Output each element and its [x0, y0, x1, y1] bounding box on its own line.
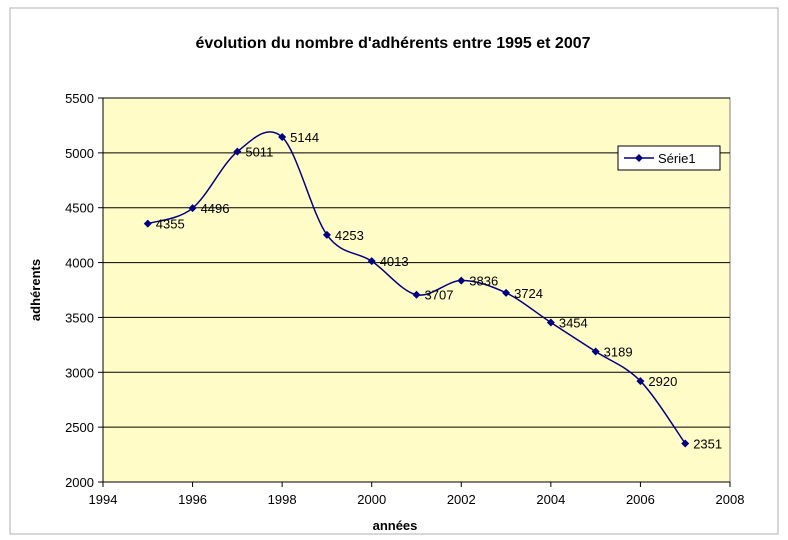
data-point	[233, 147, 242, 156]
x-tick-label: 2008	[716, 492, 745, 507]
data-point	[322, 230, 331, 239]
data-label: 2920	[648, 374, 677, 389]
x-axis-label: années	[373, 518, 418, 533]
data-label: 3836	[469, 274, 498, 289]
y-tick-label: 4000	[65, 256, 94, 271]
data-labels: 4355 4496 5011 5144 4253 4013 3707 3836 3724 3454…	[156, 130, 722, 451]
data-label: 4013	[380, 254, 409, 269]
data-point	[502, 288, 511, 297]
y-tick-label: 2000	[65, 475, 94, 490]
data-point	[681, 439, 690, 448]
x-tick-label: 2000	[357, 492, 386, 507]
data-point	[457, 276, 466, 285]
x-tick-label: 1994	[89, 492, 118, 507]
legend-marker	[635, 154, 643, 162]
y-tick-label: 4500	[65, 201, 94, 216]
data-label: 5011	[245, 145, 273, 160]
data-label: 3724	[514, 286, 543, 301]
y-tick-label: 5000	[65, 146, 94, 161]
data-point	[188, 204, 197, 213]
data-point	[143, 219, 152, 228]
data-label: 4496	[201, 201, 230, 216]
gridlines	[102, 97, 730, 483]
x-tick-label: 1998	[268, 492, 297, 507]
y-tick-label: 3000	[65, 365, 94, 380]
x-tick-label: 1996	[178, 492, 207, 507]
y-tick-label: 3500	[65, 310, 94, 325]
x-tick-label: 2006	[626, 492, 655, 507]
x-axis-ticks: 1994 1996 1998 2000 2002 2004 2006 2008	[89, 482, 745, 507]
data-label: 3189	[604, 345, 633, 360]
data-label: 5144	[290, 130, 319, 145]
data-label: 3707	[425, 288, 454, 303]
x-tick-label: 2004	[536, 492, 565, 507]
series-markers	[143, 133, 690, 448]
x-tick-label: 2002	[447, 492, 476, 507]
data-point	[546, 318, 555, 327]
data-point	[636, 377, 645, 386]
chart-title: évolution du nombre d'adhérents entre 19…	[195, 35, 590, 52]
y-tick-label: 5500	[65, 91, 94, 106]
data-label: 4355	[156, 217, 185, 232]
data-point	[278, 133, 287, 142]
data-label: 3454	[559, 315, 588, 330]
y-axis-label: adhérents	[28, 259, 43, 321]
data-label: 4253	[335, 228, 364, 243]
data-point	[367, 257, 376, 266]
y-axis-ticks: 2000 2500 3000 3500 4000 4500 5000 5500	[65, 91, 103, 490]
data-point	[412, 290, 421, 299]
data-point	[591, 347, 600, 356]
legend: Série1	[617, 145, 721, 171]
data-label: 2351	[693, 436, 722, 451]
legend-label: Série1	[658, 151, 696, 166]
y-tick-label: 2500	[65, 420, 94, 435]
